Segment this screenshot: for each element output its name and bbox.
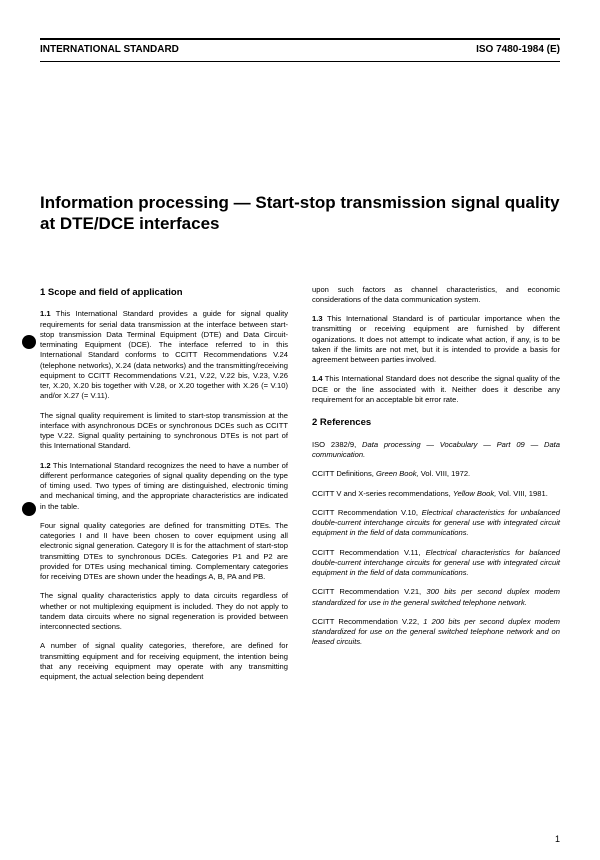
reference: CCITT Recommendation V.22, 1 200 bits pe… — [312, 617, 560, 648]
clause-1-2: 1.2 This International Standard recogniz… — [40, 461, 288, 512]
para: The signal quality requirement is limite… — [40, 411, 288, 452]
para: A number of signal quality categories, t… — [40, 641, 288, 682]
right-column: upon such factors as channel characteris… — [312, 285, 560, 692]
ref-title: Green Book, — [376, 469, 419, 478]
punch-dot-icon — [22, 335, 36, 349]
clause-text: This International Standard provides a g… — [40, 309, 288, 400]
reference: CCITT V and X-series recommendations, Ye… — [312, 489, 560, 499]
section-2-heading: 2 References — [312, 417, 560, 430]
reference: ISO 2382/9, Data processing — Vocabulary… — [312, 440, 560, 461]
para: upon such factors as channel characteris… — [312, 285, 560, 306]
reference: CCITT Recommendation V.21, 300 bits per … — [312, 587, 560, 608]
clause-text: This International Standard recognizes t… — [40, 461, 288, 511]
clause-num: 1.3 — [312, 314, 323, 323]
page-number: 1 — [555, 834, 560, 844]
section-1-heading: 1 Scope and field of application — [40, 287, 288, 300]
ref-text: CCITT Recommendation V.22, — [312, 617, 423, 626]
header-left: INTERNATIONAL STANDARD — [40, 44, 179, 55]
ref-text: CCITT Recommendation V.11, — [312, 548, 426, 557]
ref-text: CCITT Recommendation V.21, — [312, 587, 426, 596]
header-right: ISO 7480-1984 (E) — [476, 44, 560, 55]
reference: CCITT Recommendation V.11, Electrical ch… — [312, 548, 560, 579]
reference: CCITT Recommendation V.10, Electrical ch… — [312, 508, 560, 539]
left-column: 1 Scope and field of application 1.1 Thi… — [40, 285, 288, 692]
ref-title: Yellow Book, — [453, 489, 496, 498]
para: The signal quality characteristics apply… — [40, 591, 288, 632]
clause-num: 1.1 — [40, 309, 51, 318]
ref-text: Vol. VIII, 1972. — [419, 469, 471, 478]
body-columns: 1 Scope and field of application 1.1 Thi… — [40, 285, 560, 692]
ref-text: Vol. VIII, 1981. — [496, 489, 548, 498]
clause-1-4: 1.4 This International Standard does not… — [312, 374, 560, 405]
ref-text: CCITT V and X-series recommendations, — [312, 489, 453, 498]
top-rule — [40, 38, 560, 40]
para: Four signal quality categories are defin… — [40, 521, 288, 583]
clause-text: This International Standard is of partic… — [312, 314, 560, 364]
punch-dot-icon — [22, 502, 36, 516]
ref-text: CCITT Recommendation V.10, — [312, 508, 422, 517]
clause-text: This International Standard does not des… — [312, 374, 560, 404]
document-title: Information processing — Start-stop tran… — [40, 192, 560, 235]
clause-num: 1.4 — [312, 374, 323, 383]
reference: CCITT Definitions, Green Book, Vol. VIII… — [312, 469, 560, 479]
ref-text: CCITT Definitions, — [312, 469, 376, 478]
clause-num: 1.2 — [40, 461, 51, 470]
clause-1-1: 1.1 This International Standard provides… — [40, 309, 288, 401]
header-row: INTERNATIONAL STANDARD ISO 7480-1984 (E) — [40, 44, 560, 62]
ref-text: ISO 2382/9, — [312, 440, 362, 449]
clause-1-3: 1.3 This International Standard is of pa… — [312, 314, 560, 365]
title-block: Information processing — Start-stop tran… — [40, 192, 560, 235]
